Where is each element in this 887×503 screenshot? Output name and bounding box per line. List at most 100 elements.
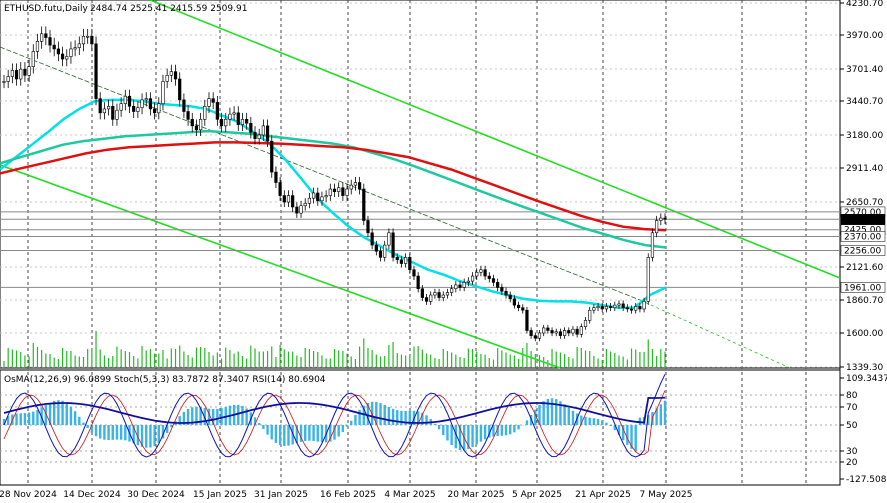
osma-bar bbox=[546, 398, 550, 425]
candle-body bbox=[86, 35, 90, 38]
osc-tick-label: 109.3437 bbox=[846, 374, 887, 384]
candle-body bbox=[466, 280, 470, 283]
candle-body bbox=[366, 220, 370, 234]
y-tick-label: 2650.70 bbox=[846, 198, 883, 208]
candle-body bbox=[81, 35, 86, 45]
channel-upper-line bbox=[149, 0, 841, 279]
candle-body bbox=[173, 71, 178, 80]
candle-body bbox=[144, 98, 148, 101]
candle-body bbox=[537, 332, 542, 339]
osma-bar bbox=[488, 425, 491, 438]
osma-bar bbox=[584, 416, 587, 425]
candle-body bbox=[345, 188, 349, 196]
osc-tick-label: 80 bbox=[846, 391, 858, 401]
candle-body bbox=[106, 106, 111, 110]
osma-bar bbox=[140, 425, 144, 447]
osma-bar bbox=[82, 422, 85, 425]
candle-body bbox=[265, 125, 270, 142]
candle-body bbox=[165, 75, 169, 82]
candle-body bbox=[429, 294, 433, 302]
chart-header-symbol: ETHUSD.futu,Daily bbox=[4, 4, 88, 14]
x-tick-label: 5 Apr 2025 bbox=[512, 490, 562, 500]
candle-body bbox=[194, 125, 199, 131]
candle-body bbox=[458, 284, 462, 288]
osma-bar bbox=[601, 420, 604, 425]
osma-bar bbox=[534, 409, 537, 425]
osma-bar bbox=[400, 410, 403, 425]
osma-bar bbox=[563, 404, 566, 425]
stoch-main-line bbox=[3, 374, 666, 458]
candle-body bbox=[341, 187, 345, 196]
price-tag-box bbox=[840, 231, 886, 242]
osc-tick-label: 50 bbox=[846, 421, 858, 431]
candle-body bbox=[56, 48, 60, 55]
candle-body bbox=[240, 119, 245, 125]
osma-bar bbox=[458, 425, 462, 450]
x-tick-label: 30 Dec 2024 bbox=[127, 490, 185, 500]
trend-channels bbox=[0, 0, 841, 369]
chart-header-ohlc: 2484.74 2525.41 2415.59 2509.91 bbox=[90, 4, 247, 14]
osma-bar bbox=[124, 425, 127, 441]
candle-body bbox=[215, 102, 219, 120]
price-tag-box bbox=[840, 245, 886, 256]
osma-bar bbox=[253, 417, 257, 425]
osma-bar bbox=[295, 425, 299, 444]
x-tick-label: 16 Feb 2025 bbox=[320, 490, 376, 500]
osma-bar bbox=[354, 415, 357, 425]
osma-bar bbox=[36, 409, 39, 425]
candle-body bbox=[433, 292, 437, 296]
ma-mid-line bbox=[0, 129, 667, 249]
osma-bar bbox=[647, 415, 650, 425]
candle-body bbox=[295, 206, 299, 214]
time-axis: 28 Nov 2024 14 Dec 2024 30 Dec 2024 15 Jan … bbox=[0, 490, 692, 500]
osma-bar bbox=[27, 412, 31, 425]
candle-body bbox=[562, 330, 567, 336]
candlesticks bbox=[2, 26, 667, 342]
x-tick-label: 28 Nov 2024 bbox=[0, 490, 57, 500]
candle-body bbox=[642, 301, 646, 310]
osma-bar bbox=[115, 425, 119, 440]
candle-body bbox=[40, 33, 44, 42]
candle-body bbox=[424, 297, 429, 302]
oscillator-header: OsMA(12,26,9) 96.0899 Stoch(5,3,3) 83.78… bbox=[4, 375, 326, 385]
candle-body bbox=[496, 282, 500, 288]
y-tick-label: 3701.40 bbox=[846, 65, 883, 75]
price-tag-label: 2509.91 bbox=[844, 215, 881, 225]
osma-bar bbox=[425, 415, 428, 425]
candle-body bbox=[23, 68, 27, 76]
stoch-signal-line bbox=[3, 390, 666, 456]
y-tick-label: 3970.00 bbox=[846, 31, 883, 41]
candle-body bbox=[521, 307, 525, 311]
candle-body bbox=[102, 108, 107, 114]
x-tick-label: 7 May 2025 bbox=[640, 490, 693, 500]
candle-body bbox=[621, 303, 625, 308]
candle-body bbox=[44, 33, 48, 38]
candle-body bbox=[274, 171, 278, 183]
osma-bar bbox=[283, 425, 286, 446]
osma-bar bbox=[467, 425, 470, 450]
osma-bar bbox=[291, 425, 294, 445]
osma-bar bbox=[78, 416, 81, 425]
osma-bar bbox=[182, 411, 186, 425]
osma-bar bbox=[44, 405, 48, 425]
x-tick-label: 14 Dec 2024 bbox=[63, 490, 121, 500]
osma-bar bbox=[119, 425, 123, 440]
candle-body bbox=[278, 182, 282, 196]
price-levels bbox=[0, 211, 840, 288]
candle-body bbox=[353, 182, 358, 186]
osma-bar bbox=[161, 425, 165, 439]
candle-body bbox=[588, 309, 592, 321]
candle-body bbox=[479, 269, 483, 273]
ma-slow-line bbox=[0, 141, 667, 232]
candle-body bbox=[470, 275, 475, 282]
candle-body bbox=[663, 217, 667, 220]
candle-body bbox=[73, 47, 77, 50]
osma-bar bbox=[65, 402, 68, 425]
osma-bar bbox=[57, 400, 60, 425]
osma-bar bbox=[216, 408, 219, 425]
candle-body bbox=[441, 294, 445, 298]
osma-bar bbox=[153, 425, 156, 446]
osma-bar bbox=[304, 425, 307, 441]
